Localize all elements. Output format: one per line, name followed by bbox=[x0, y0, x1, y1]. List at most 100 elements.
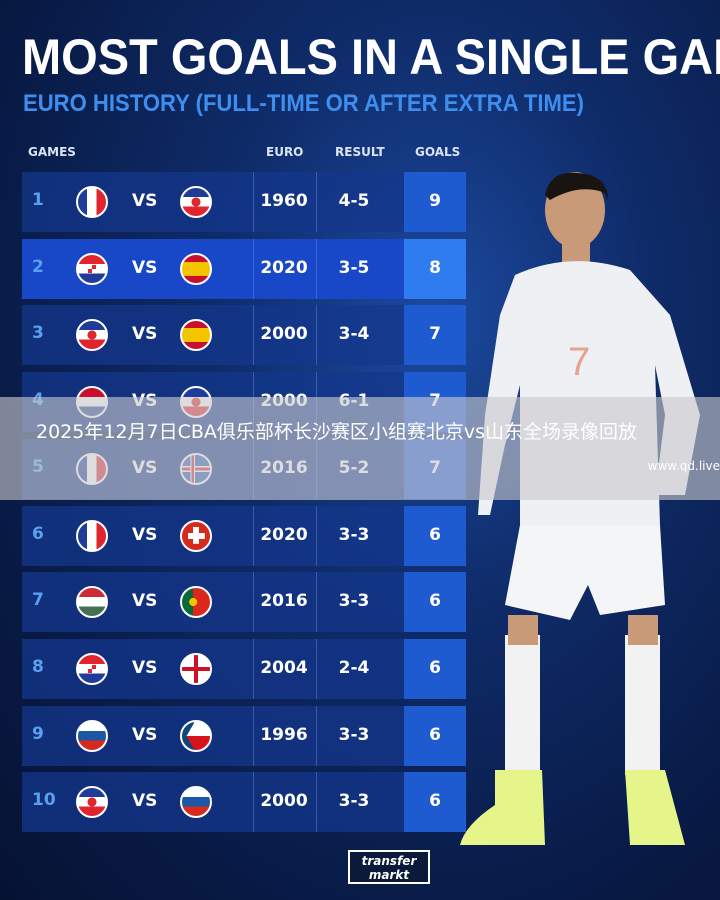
goals: 6 bbox=[429, 724, 441, 745]
result: 3-3 bbox=[338, 791, 370, 812]
divider bbox=[253, 305, 254, 366]
yugoslavia-flag-icon bbox=[180, 186, 212, 218]
yugoslavia-flag-icon bbox=[76, 786, 108, 819]
logo-line-1: transfer bbox=[361, 854, 417, 868]
portugal-flag-icon bbox=[180, 586, 212, 619]
rank: 10 bbox=[32, 790, 56, 811]
divider bbox=[316, 305, 317, 366]
divider bbox=[316, 505, 317, 566]
goals: 7 bbox=[429, 324, 441, 345]
goals: 6 bbox=[429, 657, 441, 678]
euro-year: 2000 bbox=[260, 324, 308, 345]
divider bbox=[253, 705, 254, 766]
goals-cell bbox=[404, 638, 466, 699]
spain-flag-icon bbox=[180, 319, 212, 352]
vs-label: VS bbox=[132, 191, 158, 211]
vs-label: VS bbox=[132, 591, 158, 612]
vs-label: VS bbox=[132, 524, 158, 545]
vs-label: VS bbox=[132, 657, 158, 678]
switzerland-flag-icon bbox=[180, 519, 212, 552]
result: 2-4 bbox=[338, 657, 370, 678]
goals-cell bbox=[404, 705, 466, 766]
divider bbox=[316, 638, 317, 699]
goals: 8 bbox=[429, 257, 441, 278]
euro-year: 2016 bbox=[260, 591, 308, 612]
euro-year: 2020 bbox=[260, 257, 308, 278]
goals: 6 bbox=[429, 791, 441, 812]
header-euro: EURO bbox=[266, 145, 304, 159]
vs-label: VS bbox=[132, 791, 158, 812]
yugoslavia-flag-icon bbox=[76, 319, 108, 352]
goals-cell bbox=[404, 572, 466, 633]
header-games: GAMES bbox=[28, 145, 76, 159]
divider bbox=[316, 172, 317, 232]
divider bbox=[253, 772, 254, 833]
page-title: MOST GOALS IN A SINGLE GAME bbox=[22, 29, 720, 85]
table-row: 1 VS 1960 4-5 9 bbox=[22, 172, 466, 232]
table-row: 9 VS 1996 3-3 6 bbox=[22, 705, 466, 766]
croatia-flag-icon bbox=[76, 652, 108, 685]
euro-year: 1996 bbox=[260, 724, 308, 745]
overlay-text: 2025年12月7日CBA俱乐部杯长沙赛区小组赛北京vs山东全场录像回放 bbox=[36, 421, 638, 443]
divider bbox=[253, 172, 254, 232]
croatia-flag-icon bbox=[76, 252, 108, 285]
overlay-banner: 2025年12月7日CBA俱乐部杯长沙赛区小组赛北京vs山东全场录像回放 www… bbox=[0, 397, 720, 500]
overlay-url: www.qd.live bbox=[647, 459, 720, 473]
shirt-number: 7 bbox=[568, 340, 590, 384]
rank: 8 bbox=[32, 656, 44, 677]
divider bbox=[253, 638, 254, 699]
table-row: 10 VS 2000 3-3 6 bbox=[22, 772, 466, 833]
rank: 2 bbox=[32, 256, 44, 277]
player-image: 7 bbox=[460, 172, 700, 845]
page-subtitle: EURO HISTORY (FULL-TIME OR AFTER EXTRA T… bbox=[23, 90, 584, 117]
divider bbox=[316, 572, 317, 633]
slovenia-flag-icon bbox=[180, 786, 212, 819]
logo-line-2: markt bbox=[368, 868, 410, 882]
table-row: 6 VS 2020 3-3 6 bbox=[22, 505, 466, 566]
rank: 7 bbox=[32, 590, 44, 611]
rank: 3 bbox=[32, 323, 44, 344]
goals-cell bbox=[404, 772, 466, 833]
result: 3-3 bbox=[338, 524, 370, 545]
russia-flag-icon bbox=[76, 719, 108, 752]
result: 3-3 bbox=[338, 724, 370, 745]
euro-year: 2020 bbox=[260, 524, 308, 545]
result: 3-5 bbox=[338, 257, 370, 278]
goals: 6 bbox=[429, 591, 441, 612]
vs-label: VS bbox=[132, 324, 158, 345]
result: 3-4 bbox=[338, 324, 370, 345]
goals: 6 bbox=[429, 524, 441, 545]
table-row: 7 VS 2016 3-3 6 bbox=[22, 572, 466, 633]
result: 3-3 bbox=[338, 591, 370, 612]
goals-cell bbox=[404, 172, 466, 232]
vs-label: VS bbox=[132, 724, 158, 745]
rank: 1 bbox=[32, 190, 44, 210]
goals-cell bbox=[404, 238, 466, 299]
rank: 6 bbox=[32, 523, 44, 544]
table-row: 2 VS 2020 3-5 8 bbox=[22, 238, 466, 299]
england-flag-icon bbox=[180, 652, 212, 685]
euro-year: 2004 bbox=[260, 657, 308, 678]
divider bbox=[253, 238, 254, 299]
rank: 9 bbox=[32, 723, 44, 744]
divider bbox=[316, 238, 317, 299]
table-row: 8 VS 2004 2-4 6 bbox=[22, 638, 466, 699]
euro-year: 2000 bbox=[260, 791, 308, 812]
header-goals: GOALS bbox=[415, 145, 461, 159]
goals-cell bbox=[404, 505, 466, 566]
result: 4-5 bbox=[338, 191, 370, 211]
divider bbox=[253, 572, 254, 633]
divider bbox=[316, 772, 317, 833]
euro-year: 1960 bbox=[260, 191, 308, 211]
divider bbox=[253, 505, 254, 566]
czech-republic-flag-icon bbox=[180, 719, 212, 752]
vs-label: VS bbox=[132, 257, 158, 278]
spain-flag-icon bbox=[180, 252, 212, 285]
france-flag-icon bbox=[76, 186, 108, 218]
divider bbox=[316, 705, 317, 766]
table-row: 3 VS 2000 3-4 7 bbox=[22, 305, 466, 366]
goals: 9 bbox=[429, 191, 441, 211]
hungary-flag-icon bbox=[76, 586, 108, 619]
france-flag-icon bbox=[76, 519, 108, 552]
